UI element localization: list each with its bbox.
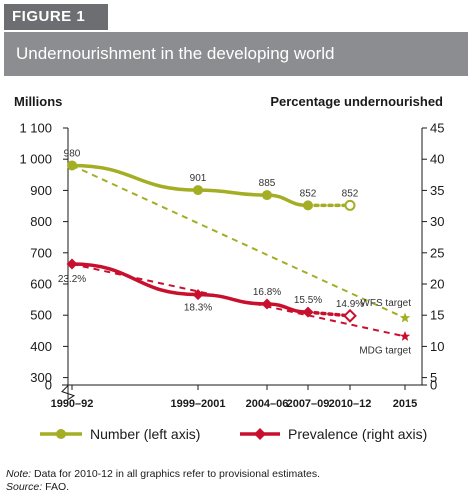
series-line <box>70 262 310 314</box>
x-tick-label: 2015 <box>393 398 417 410</box>
right-tick-label: 40 <box>430 152 444 167</box>
data-point-marker <box>343 308 357 323</box>
data-point-marker <box>344 199 356 211</box>
right-tick-label: 15 <box>430 308 444 323</box>
right-tick-label: 20 <box>430 277 444 292</box>
data-point-marker <box>303 200 313 211</box>
right-tick-label: 5 <box>430 370 437 385</box>
right-tick-label: 0 <box>430 378 437 393</box>
data-label: 16.8% <box>253 287 281 298</box>
footnote: Note: Data for 2010-12 in all graphics r… <box>6 468 320 494</box>
note-line: Note: Data for 2010-12 in all graphics r… <box>6 468 321 480</box>
target-label: WFS target <box>360 298 411 309</box>
right-tick-label: 45 <box>430 121 444 136</box>
left-tick-label: 1 100 <box>19 121 52 136</box>
data-point-marker <box>66 258 78 270</box>
data-label: 852 <box>342 188 359 199</box>
chart-title: Undernourishment in the developing world <box>4 32 468 76</box>
x-tick-label: 2010–12 <box>329 398 372 410</box>
left-tick-label: 1 000 <box>19 152 52 167</box>
source-line: Source: FAO. <box>6 481 70 493</box>
data-point-marker <box>302 306 314 318</box>
right-tick-label: 30 <box>430 214 444 229</box>
left-tick-label: 400 <box>30 339 52 354</box>
figure-label: FIGURE 1 <box>4 4 108 30</box>
x-tick-label: 1999–2001 <box>170 398 225 410</box>
data-label: 901 <box>190 173 207 184</box>
left-tick-label: 500 <box>30 308 52 323</box>
target-marker <box>399 330 411 341</box>
legend-label-number: Number (left axis) <box>90 426 200 442</box>
data-label: 852 <box>300 188 317 199</box>
target-label: MDG target <box>359 345 411 356</box>
x-tick-label: 1990–92 <box>51 398 94 410</box>
target-marker <box>399 312 411 323</box>
data-point-marker <box>193 185 203 196</box>
data-point-marker <box>192 289 204 301</box>
axis-break-mark <box>61 385 76 401</box>
legend-marker-prevalence <box>254 428 266 440</box>
data-label: 980 <box>64 148 81 159</box>
left-tick-label: 600 <box>30 277 52 292</box>
data-point-marker <box>67 160 77 171</box>
left-tick-label: 300 <box>30 370 52 385</box>
legend-label-prevalence: Prevalence (right axis) <box>288 426 427 442</box>
x-tick-label: 2004–06 <box>246 398 289 410</box>
left-tick-label: 800 <box>30 214 52 229</box>
data-label: 885 <box>259 178 276 189</box>
data-label: 15.5% <box>294 295 322 306</box>
x-tick-label: 2007–09 <box>287 398 330 410</box>
right-axis-title: Percentage undernourished <box>270 94 443 109</box>
provisional-segment <box>306 310 352 318</box>
data-point-marker <box>262 190 272 201</box>
data-label: 18.3% <box>184 303 212 314</box>
left-tick-label: 900 <box>30 183 52 198</box>
left-axis-title: Millions <box>14 94 62 109</box>
right-tick-label: 25 <box>430 245 444 260</box>
chart: Millions Percentage undernourished0300400… <box>14 94 444 442</box>
data-label: 23.2% <box>58 274 86 285</box>
legend-marker-number <box>56 429 66 439</box>
series-line <box>70 163 310 208</box>
data-point-marker <box>261 298 273 310</box>
left-tick-label: 700 <box>30 245 52 260</box>
right-tick-label: 35 <box>430 183 444 198</box>
data-label: 14.9% <box>336 299 364 310</box>
left-tick-label: 0 <box>45 378 52 393</box>
right-tick-label: 10 <box>430 339 444 354</box>
